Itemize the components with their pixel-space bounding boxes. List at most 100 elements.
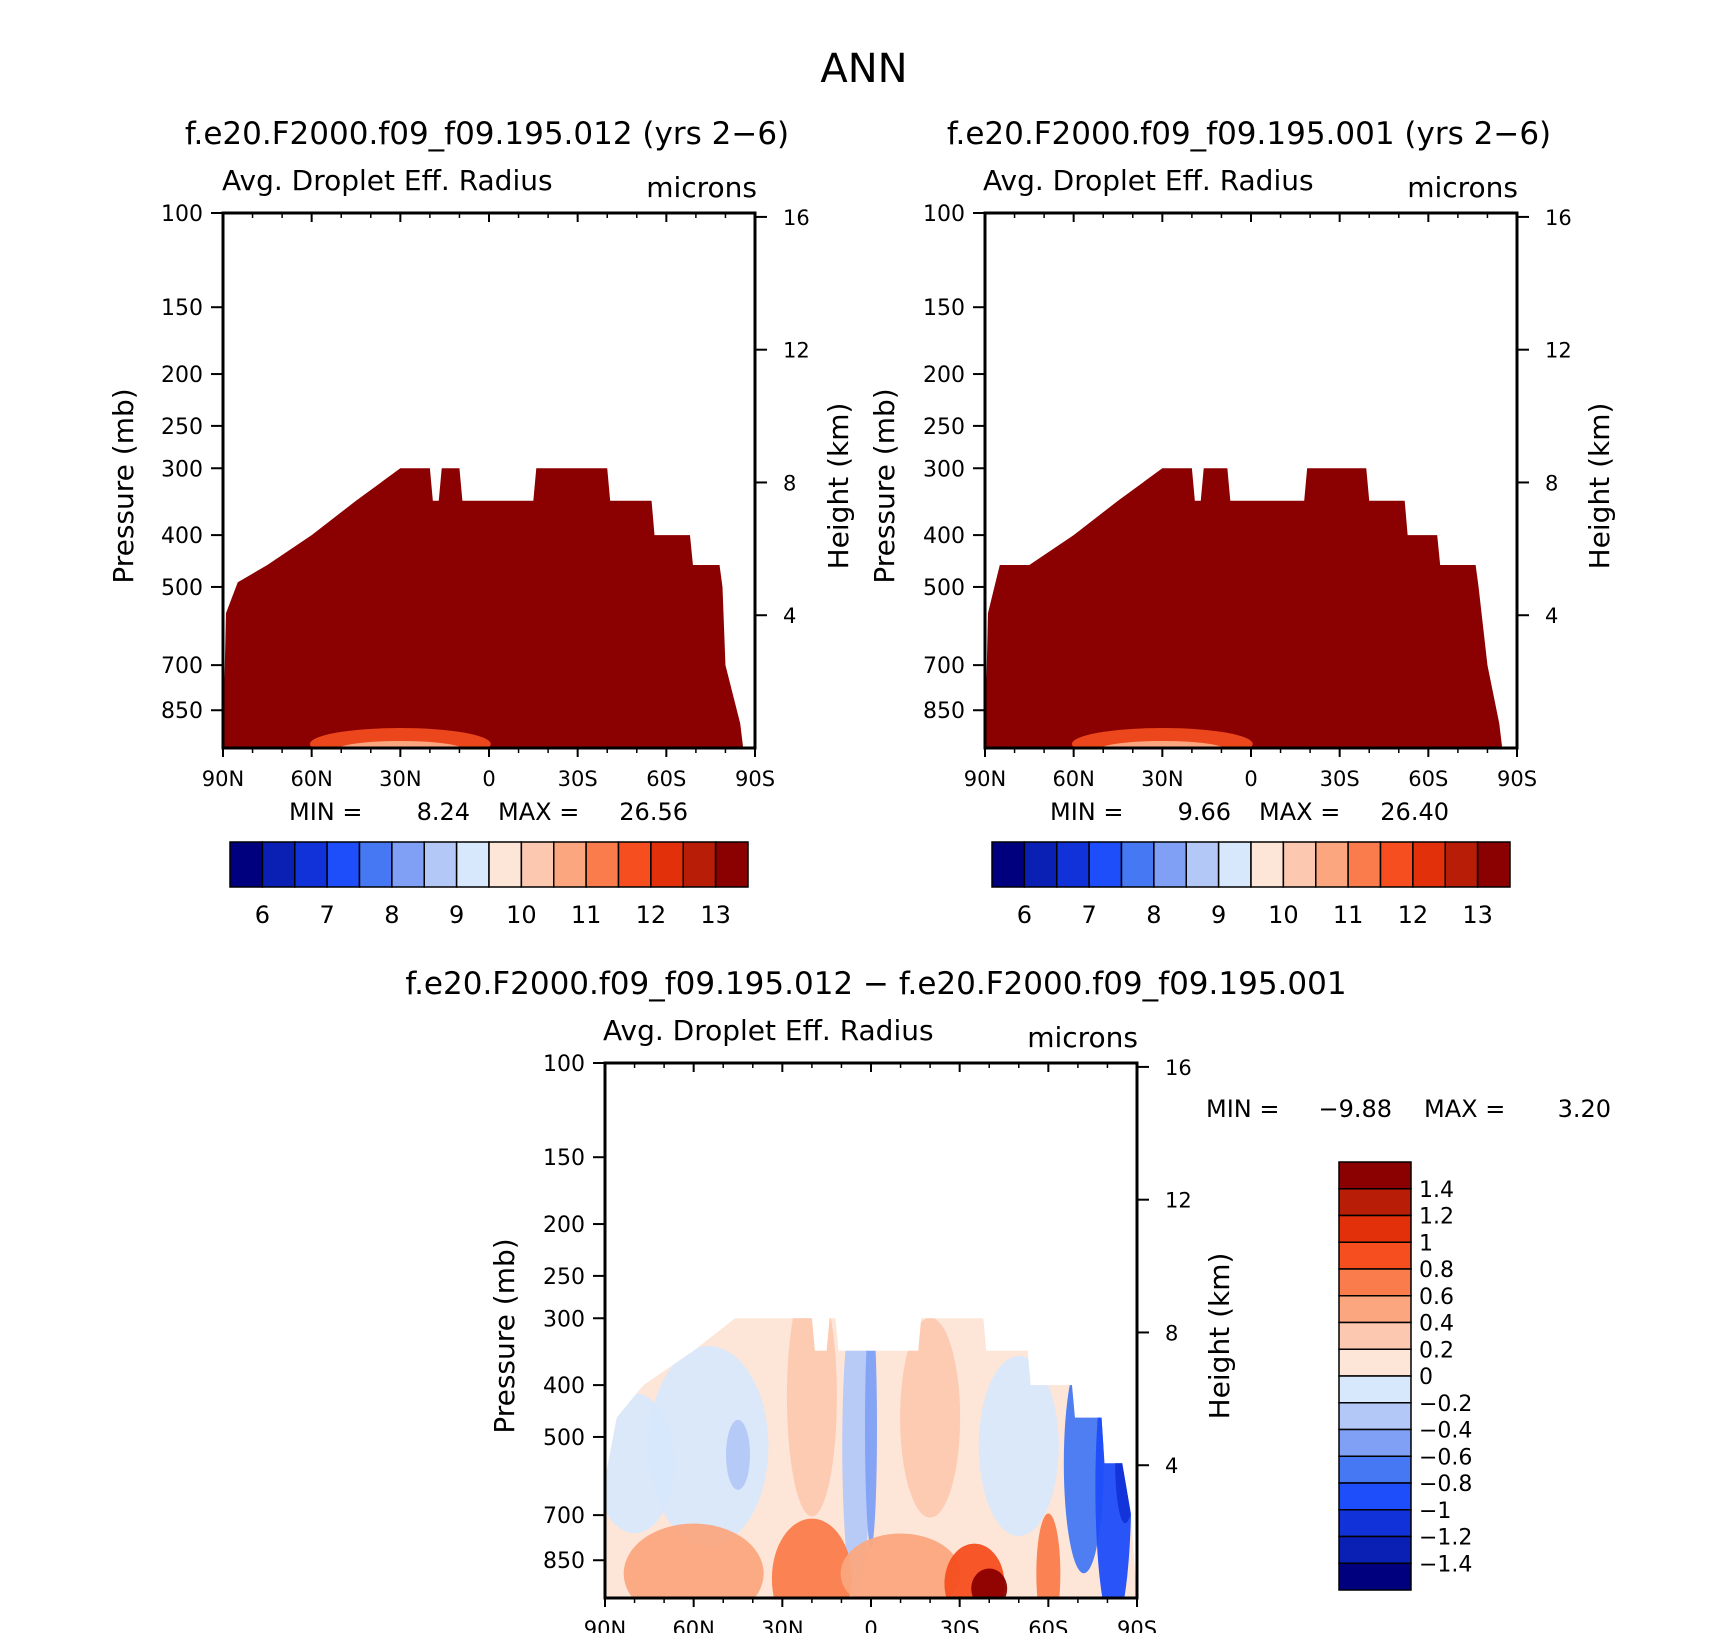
- colorbar-label: 0.4: [1419, 1312, 1454, 1337]
- y-tick-label: 200: [923, 363, 965, 388]
- x-tick-label: 0: [482, 767, 495, 791]
- colorbar-swatch: [1153, 841, 1187, 888]
- colorbar-label: 0.8: [1419, 1258, 1454, 1283]
- y-axis-label: Pressure (mb): [868, 388, 901, 583]
- field-fill: [223, 468, 744, 748]
- y2-tick-label: 4: [1165, 1454, 1178, 1478]
- y-tick-label: 700: [543, 1504, 585, 1529]
- x-tick-label: 90N: [202, 767, 244, 791]
- y-tick-label: 300: [543, 1307, 585, 1332]
- y2-tick-label: 12: [1165, 1189, 1192, 1213]
- y-tick-label: 100: [161, 202, 203, 227]
- colorbar-swatch: [1250, 841, 1285, 888]
- colorbar-swatch: [1185, 841, 1220, 888]
- panel-case-1: f.e20.F2000.f09_f09.195.012 (yrs 2−6) Av…: [107, 116, 855, 929]
- colorbar-swatch: [1338, 1402, 1412, 1431]
- colorbar-swatch: [1338, 1214, 1412, 1243]
- colorbar-label: 10: [1268, 901, 1299, 929]
- y-tick-label: 500: [161, 576, 203, 601]
- colorbar-swatch: [1338, 1455, 1412, 1484]
- colorbar-swatch: [1338, 1562, 1412, 1591]
- y2-tick-label: 12: [1545, 339, 1572, 363]
- plot-area: 90N 60N 30N 0 30S 60S 90S 100 150 200 250 300 400 500…: [161, 202, 810, 791]
- colorbar-swatch: [1338, 1161, 1412, 1190]
- colorbar-swatch: [1023, 841, 1058, 888]
- colorbar-swatch: [1338, 1428, 1412, 1457]
- colorbar-swatch: [294, 841, 328, 888]
- colorbar-swatch: [650, 841, 684, 888]
- y-tick-label: 250: [923, 415, 965, 440]
- colorbar-label: −1.4: [1419, 1552, 1472, 1577]
- max-label: MAX =: [1259, 798, 1340, 826]
- colorbar-swatch: [358, 841, 393, 888]
- plot-area: 90N 60N 30N 0 30S 60S 90S 100 150 200 250 300 400 500…: [543, 1052, 1192, 1633]
- colorbar-swatch: [1338, 1509, 1412, 1538]
- colorbar-label: 11: [571, 901, 602, 929]
- x-tick-label: 90N: [964, 767, 1006, 791]
- field-patch: [1036, 1513, 1061, 1598]
- y-tick-label: 100: [543, 1052, 585, 1077]
- colorbar-swatch: [991, 841, 1026, 888]
- units-label: microns: [1407, 171, 1518, 204]
- colorbar: 6 7 8 9 10 11 12 13: [991, 841, 1511, 929]
- colorbar-label: 13: [700, 901, 731, 929]
- colorbar-swatch: [1338, 1375, 1412, 1404]
- colorbar-swatch: [1338, 1348, 1412, 1377]
- x-tick-label: 90N: [584, 1617, 626, 1633]
- colorbar-swatch: [1315, 841, 1349, 888]
- y2-tick-label: 8: [1165, 1321, 1178, 1345]
- y-tick-label: 400: [161, 524, 203, 549]
- variable-label: Avg. Droplet Eff. Radius: [222, 164, 553, 197]
- colorbar-label: 10: [506, 901, 537, 929]
- y-tick-label: 200: [161, 363, 203, 388]
- colorbar-swatch: [1444, 841, 1479, 888]
- field-patch: [1098, 741, 1227, 748]
- panel-title: f.e20.F2000.f09_f09.195.012 (yrs 2−6): [185, 116, 789, 152]
- colorbar-swatch: [1338, 1321, 1412, 1350]
- colorbar-swatch: [1347, 841, 1382, 888]
- colorbar: 6 7 8 9 10 11 12 13: [229, 841, 749, 929]
- panel-case-2: f.e20.F2000.f09_f09.195.001 (yrs 2−6) Av…: [868, 116, 1616, 929]
- difference-field: [605, 1318, 1137, 1598]
- field-patch: [971, 1568, 1008, 1598]
- colorbar-swatch: [553, 841, 587, 888]
- colorbar-label: 7: [1081, 901, 1096, 929]
- field-patch: [1504, 589, 1524, 669]
- field-patch: [648, 1346, 769, 1547]
- field-patch: [786, 1318, 837, 1517]
- min-label: MIN =: [1206, 1095, 1279, 1123]
- colorbar-label: −0.4: [1419, 1419, 1472, 1444]
- y-tick-label: 250: [161, 415, 203, 440]
- colorbar-label: −0.6: [1419, 1445, 1472, 1470]
- colorbar-label: −0.2: [1419, 1392, 1472, 1417]
- y-tick-label: 850: [543, 1549, 585, 1574]
- max-value: 26.56: [619, 798, 688, 826]
- colorbar-swatch: [1056, 841, 1090, 888]
- y2-tick-label: 8: [1545, 471, 1558, 495]
- colorbar-swatch: [1217, 841, 1252, 888]
- y-tick-label: 700: [161, 654, 203, 679]
- variable-label: Avg. Droplet Eff. Radius: [603, 1014, 934, 1047]
- y-tick-label: 150: [923, 296, 965, 321]
- x-tick-label: 60N: [1052, 767, 1094, 791]
- y-tick-label: 300: [161, 457, 203, 482]
- colorbar-label: 7: [319, 901, 334, 929]
- field-patch: [1493, 574, 1503, 685]
- colorbar-label: 6: [1017, 901, 1032, 929]
- y2-tick-label: 8: [783, 471, 796, 495]
- y-tick-label: 150: [161, 296, 203, 321]
- y2-tick-label: 12: [783, 339, 810, 363]
- x-tick-label: 60S: [1408, 767, 1448, 791]
- x-tick-label: 30S: [1320, 767, 1360, 791]
- colorbar-swatch: [1088, 841, 1123, 888]
- x-tick-label: 60S: [1028, 1617, 1068, 1633]
- x-tick-label: 60N: [290, 767, 332, 791]
- colorbar-label: 9: [1211, 901, 1226, 929]
- y-tick-label: 850: [923, 699, 965, 724]
- x-tick-label: 0: [864, 1617, 877, 1633]
- colorbar-label: 12: [636, 901, 667, 929]
- field-patch: [623, 1523, 764, 1598]
- colorbar-label: 8: [1146, 901, 1161, 929]
- colorbar-label: −1: [1419, 1499, 1451, 1524]
- max-value: 3.20: [1558, 1095, 1611, 1123]
